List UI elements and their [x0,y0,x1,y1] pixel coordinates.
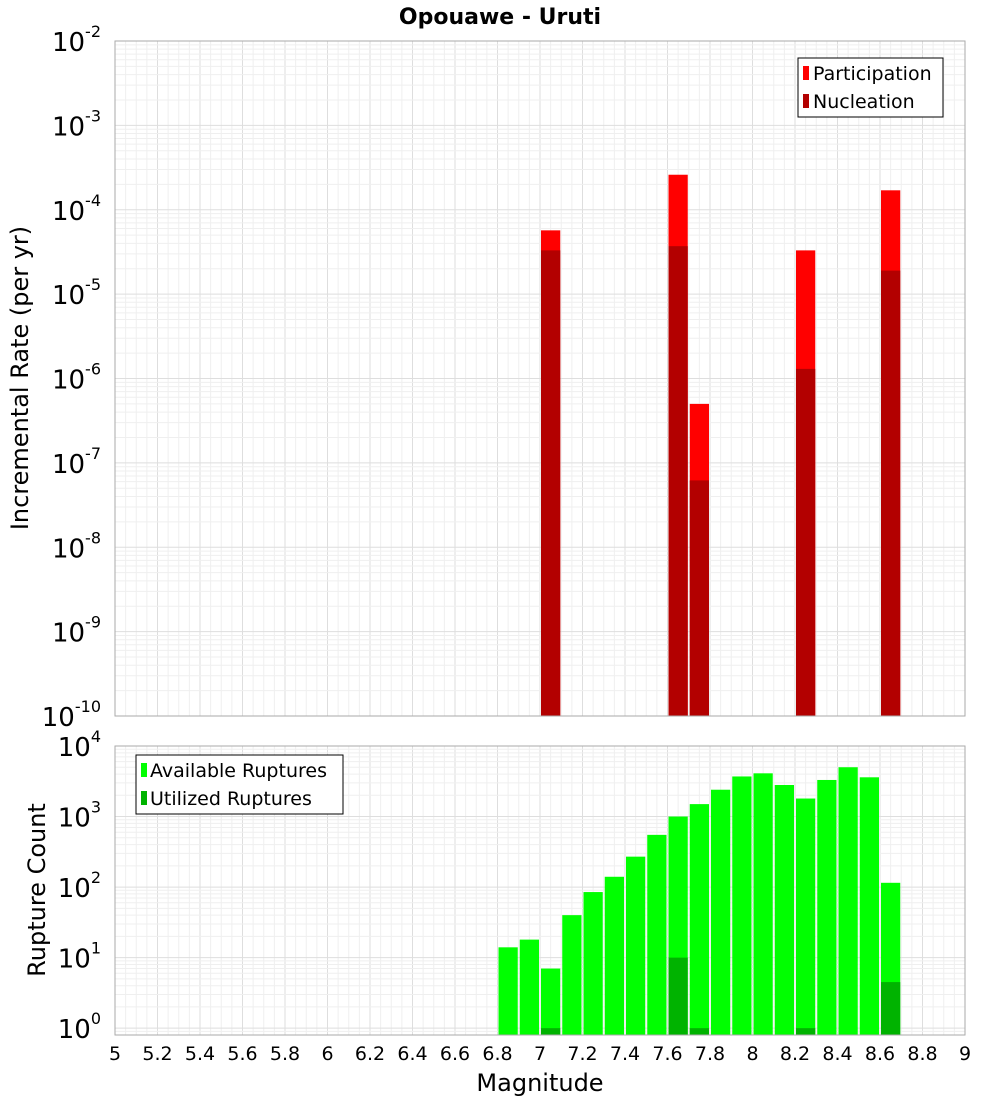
count-legend: Available Ruptures Utilized Ruptures [135,754,344,815]
y-tick-label: 10-2 [52,22,101,58]
count-bar-b-7_75 [689,1028,709,1035]
count-bar-a-6_95 [519,939,539,1035]
rate-y-axis-label: Incremental Rate (per yr) [6,226,34,530]
x-tick-label: 5 [109,1043,121,1065]
count-bar-b-8_25 [796,1028,816,1035]
y-tick-label: 10-3 [52,106,101,142]
x-tick-label: 6.8 [482,1043,512,1065]
x-tick-label: 8.2 [780,1043,810,1065]
rate-legend-box [797,57,944,118]
legend-label-available: Available Ruptures [150,760,327,782]
y-tick-label: 10-6 [52,360,101,396]
count-bar-a-6_85 [498,947,518,1035]
x-tick-label: 6.6 [440,1043,470,1065]
count-bar-a-7_25 [583,892,603,1035]
legend-swatch-available [141,763,147,777]
x-tick-label: 7.8 [695,1043,725,1065]
rate-bars [541,174,901,717]
count-bar-a-7_95 [732,776,752,1035]
x-tick-label: 8.6 [865,1043,895,1065]
rate-bar-b-7_75 [689,480,709,716]
count-bar-a-7_05 [541,968,561,1035]
count-bar-a-8_45 [838,767,858,1035]
count-bar-a-8_05 [753,773,773,1035]
y-tick-label: 10-8 [52,528,101,564]
y-tick-label: 103 [58,798,101,834]
y-tick-label: 10-5 [52,275,101,311]
count-bars [498,767,901,1035]
x-tick-label: 5.8 [270,1043,300,1065]
legend-label-utilized: Utilized Ruptures [150,788,312,810]
y-tick-label: 101 [58,939,101,975]
count-y-axis-label: Rupture Count [23,803,51,977]
count-bar-a-7_15 [562,915,582,1035]
x-tick-label: 9 [959,1043,971,1065]
y-tick-label: 100 [58,1009,101,1045]
x-axis-label: Magnitude [476,1069,603,1097]
count-x-ticks: 5 5.2 5.4 5.6 5.8 6 6.2 6.4 6.6 6.8 7 7.2 7.4 7.6 7.8 8… [109,1043,971,1065]
count-bar-a-7_85 [711,789,731,1035]
count-bar-a-8_55 [859,777,879,1035]
x-tick-label: 6 [321,1043,333,1065]
rate-panel: 10-10 10-9 10-8 10-7 10-6 10-5 10-4 10-3 10-2 In… [6,22,966,733]
count-bar-a-7_75 [689,804,709,1035]
count-panel: 100 101 102 103 104 5 5.2 5.4 5.6 5.8 6 6.2 6.4 6.6 6… [23,727,971,1097]
count-bar-a-7_35 [604,876,624,1035]
x-tick-label: 6.2 [355,1043,385,1065]
legend-swatch-participation [803,66,809,80]
y-tick-label: 102 [58,868,101,904]
count-bar-a-8_25 [796,798,816,1035]
y-tick-label: 10-4 [52,191,101,227]
x-tick-label: 7.2 [567,1043,597,1065]
legend-swatch-nucleation [803,94,809,108]
count-bar-a-7_45 [626,856,646,1035]
rate-bar-b-8_25 [796,368,816,716]
legend-label-nucleation: Nucleation [813,91,915,113]
rate-bar-b-8_65 [881,270,901,716]
count-bar-b-8_65 [881,982,901,1035]
legend-label-participation: Participation [813,63,932,85]
count-plot-frame [114,745,966,1036]
y-tick-label: 10-9 [52,613,101,649]
count-legend-box [135,754,344,815]
x-tick-label: 8 [746,1043,758,1065]
rate-grid [114,40,966,717]
x-tick-label: 5.6 [227,1043,257,1065]
x-tick-label: 8.8 [907,1043,937,1065]
x-tick-label: 7.6 [652,1043,682,1065]
y-tick-label: 10-10 [42,697,101,733]
rate-plot-frame [114,40,966,717]
count-y-ticks: 100 101 102 103 104 [58,727,101,1045]
rate-bar-b-7_05 [541,250,561,717]
count-bar-a-7_55 [647,834,667,1035]
rate-y-ticks: 10-10 10-9 10-8 10-7 10-6 10-5 10-4 10-3 10-2 [42,22,101,733]
count-bar-b-7_05 [541,1028,561,1035]
y-tick-label: 104 [58,727,101,763]
y-tick-label: 10-7 [52,444,101,480]
count-bar-b-7_65 [668,957,688,1035]
x-tick-label: 6.4 [397,1043,427,1065]
count-bar-a-8_35 [817,779,837,1035]
x-tick-label: 7.4 [610,1043,640,1065]
x-tick-label: 7 [534,1043,546,1065]
chart-title: Opouawe - Uruti [399,5,601,30]
count-bar-a-8_15 [774,784,794,1035]
legend-swatch-utilized [141,791,147,805]
rate-bar-b-7_65 [668,246,688,716]
rate-legend: Participation Nucleation [797,57,944,118]
x-tick-label: 8.4 [822,1043,852,1065]
x-tick-label: 5.2 [142,1043,172,1065]
x-tick-label: 5.4 [185,1043,215,1065]
